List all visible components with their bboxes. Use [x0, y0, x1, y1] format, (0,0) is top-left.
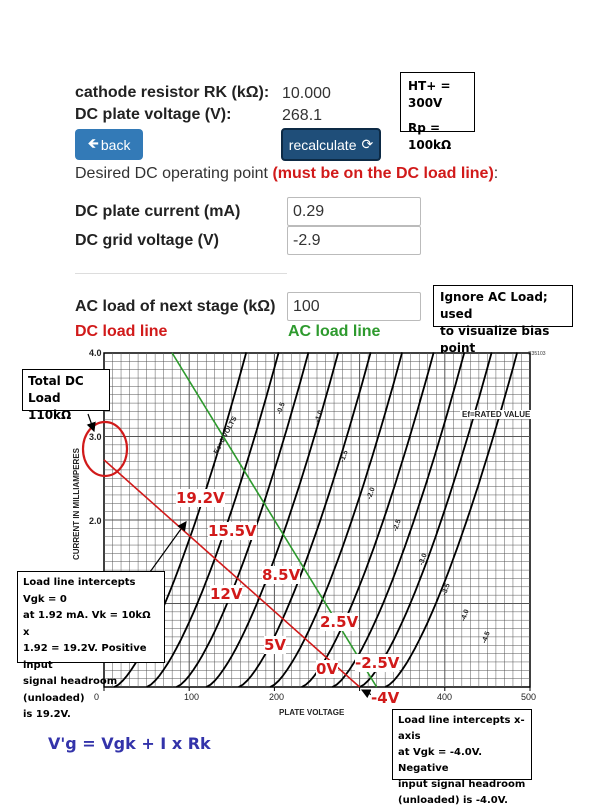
y-tick-label: 3.0 [89, 432, 102, 442]
arrow-left-icon: 🡸 [87, 134, 99, 151]
note-line: Total DC Load [28, 374, 84, 405]
chart-axes [103, 687, 531, 691]
ac-load-input[interactable]: 100 [287, 292, 421, 321]
refresh-icon: ⟳ [361, 136, 374, 152]
voltage-label-neg-2-5: -2.5V [355, 654, 400, 672]
voltage-label-neg-4: -4V [371, 689, 400, 707]
note-line: to visualize bias point [440, 324, 550, 355]
plate-curve [205, 352, 340, 688]
note-line: input signal headroom [398, 779, 526, 790]
grid-voltage-label: DC grid voltage (V) [75, 232, 220, 249]
x-tick-label: 500 [521, 692, 537, 702]
rk-label: cathode resistor RK (kΩ): [75, 84, 270, 101]
note-line: at Vgk = -4.0V. Negative [398, 747, 483, 774]
note-line: 110kΩ [28, 408, 72, 422]
grid-voltage-input[interactable]: -2.9 [287, 226, 421, 255]
note-line: 1.92 = 19.2V. Positive input [23, 643, 147, 671]
desired-prefix: Desired DC operating point [75, 165, 273, 182]
note-line: Load line intercepts Vgk = 0 [23, 577, 136, 605]
rated-value-annotation: Ef=RATED VALUE [460, 410, 533, 419]
recalculate-button-label: recalculate [288, 136, 357, 153]
note-line: Ignore AC Load; used [440, 290, 548, 321]
recalculate-button[interactable]: recalculate ⟳ [281, 128, 381, 161]
desired-operating-point-text: Desired DC operating point (must be on t… [75, 165, 498, 183]
arrow-to-intercept-circle [86, 413, 96, 433]
note-line: Load line intercepts x-axis [398, 715, 525, 742]
back-button[interactable]: 🡸 back [75, 129, 143, 160]
total-dc-load-note: Total DC Load 110kΩ [22, 369, 110, 422]
voltage-label-19-2: 19.2V [176, 489, 225, 507]
plate-current-input[interactable]: 0.29 [287, 197, 421, 226]
rp-note-line: Rp = 100kΩ [408, 121, 452, 152]
y-tick-label: 2.0 [89, 516, 102, 526]
y-tick-label: 4.0 [89, 348, 102, 358]
dc-load-intercept-circle [81, 420, 129, 478]
ac-load-line-label: AC load line [288, 323, 381, 340]
back-button-label: back [100, 136, 131, 153]
dc-load-line [103, 459, 361, 688]
note-line: at 1.92 mA. Vk = 10kΩ x [23, 610, 151, 638]
chart-code: C35103 [528, 351, 546, 357]
note-line: is 19.2V. [23, 709, 71, 720]
x-tick-label: 400 [437, 692, 453, 702]
voltage-label-5: 5V [264, 636, 287, 654]
x-tick-label: 100 [184, 692, 200, 702]
plate-curve [269, 352, 404, 688]
plate-curve [238, 352, 372, 688]
x-axis-label: PLATE VOLTAGE [279, 708, 345, 717]
y-axis-label: CURRENT IN MILLIAMPERES [72, 448, 81, 560]
desired-suffix: : [493, 165, 499, 182]
tube-plate-characteristics-chart [81, 352, 531, 701]
ac-load-line [171, 352, 378, 688]
voltage-label-2-5: 2.5V [320, 613, 359, 631]
ht-note-line: HT+ = 300V [408, 79, 451, 110]
note-line: (unloaded) is -4.0V. [398, 795, 508, 806]
plate-current-label: DC plate current (mA) [75, 203, 241, 220]
rk-value: 10.000 [282, 85, 331, 102]
load-lines [81, 352, 378, 688]
voltage-label-0: 0V [316, 660, 339, 678]
plate-curve [146, 352, 280, 688]
plate-curve [175, 352, 310, 688]
note-line: signal headroom (unloaded) [23, 676, 118, 704]
x-axis-intercept-note: Load line intercepts x-axis at Vgk = -4.… [392, 709, 532, 806]
ht-note-box: HT+ = 300V Rp = 100kΩ [400, 72, 475, 152]
vgk-zero-intercept-note: Load line intercepts Vgk = 0 at 1.92 mA.… [17, 571, 165, 720]
formula-text: V'g = Vgk + I x Rk [48, 734, 211, 753]
plate-curve [331, 352, 466, 688]
ac-load-label: AC load of next stage (kΩ) [75, 298, 276, 315]
voltage-label-12: 12V [210, 585, 243, 603]
x-tick-label: 200 [269, 692, 285, 702]
plate-curve [384, 352, 519, 688]
divider [75, 273, 287, 274]
voltage-label-15-5: 15.5V [208, 522, 257, 540]
voltage-label-8-5: 8.5V [262, 566, 301, 584]
arrow-to-vgk-zero [149, 521, 187, 573]
desired-warning: (must be on the DC load line) [272, 165, 494, 182]
plate-voltage-label: DC plate voltage (V): [75, 106, 232, 123]
ignore-ac-note: Ignore AC Load; used to visualize bias p… [433, 285, 573, 355]
chart-grid [103, 352, 531, 688]
plate-voltage-value: 268.1 [282, 107, 323, 124]
x-tick-label: 0 [94, 692, 100, 702]
dc-load-line-label: DC load line [75, 323, 168, 340]
